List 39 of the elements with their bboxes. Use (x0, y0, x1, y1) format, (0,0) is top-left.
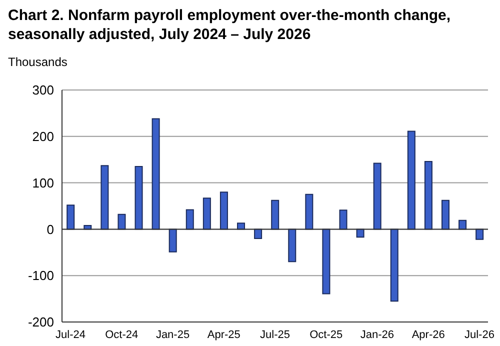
bar (186, 209, 194, 230)
bar (373, 162, 382, 230)
x-tick-label: Oct-25 (310, 328, 343, 341)
bar (168, 228, 177, 252)
bar (356, 228, 364, 238)
bar (390, 228, 398, 302)
x-tick-label: Jan-26 (360, 328, 394, 341)
bar (220, 192, 228, 230)
x-tick-label: Jul-25 (260, 328, 290, 341)
x-tick-label: Jul-26 (464, 328, 494, 341)
bar (441, 200, 450, 230)
bar (305, 194, 314, 230)
bar (254, 228, 262, 239)
y-axis-title: Thousands (8, 55, 68, 69)
y-tick-label: 300 (32, 82, 54, 98)
bar (134, 166, 143, 230)
x-tick-label: Apr-25 (207, 328, 240, 341)
y-tick-label: 0 (46, 222, 54, 237)
bar (424, 160, 432, 230)
y-tick-label: -100 (28, 268, 54, 284)
bar (407, 130, 416, 230)
y-tick-label: 200 (32, 129, 54, 144)
bar (202, 198, 211, 230)
x-tick-label: Jan-25 (156, 328, 190, 341)
bar (339, 210, 348, 230)
bar (66, 204, 75, 230)
bar (271, 200, 280, 230)
bar (118, 214, 126, 230)
chart-title: Chart 2. Nonfarm payroll employment over-the-month change, seasonally adjusted, July 2024 – July 2026 (8, 6, 452, 44)
bar (322, 228, 330, 294)
x-tick-label: Jul-24 (56, 328, 86, 341)
y-tick-label: -200 (28, 314, 54, 330)
x-tick-label: Apr-26 (412, 328, 445, 341)
bar (152, 118, 160, 230)
y-tick-label: 100 (32, 175, 54, 190)
bar (100, 165, 109, 230)
x-tick-label: Oct-24 (105, 328, 138, 341)
bar (288, 228, 296, 262)
bar (476, 228, 484, 240)
